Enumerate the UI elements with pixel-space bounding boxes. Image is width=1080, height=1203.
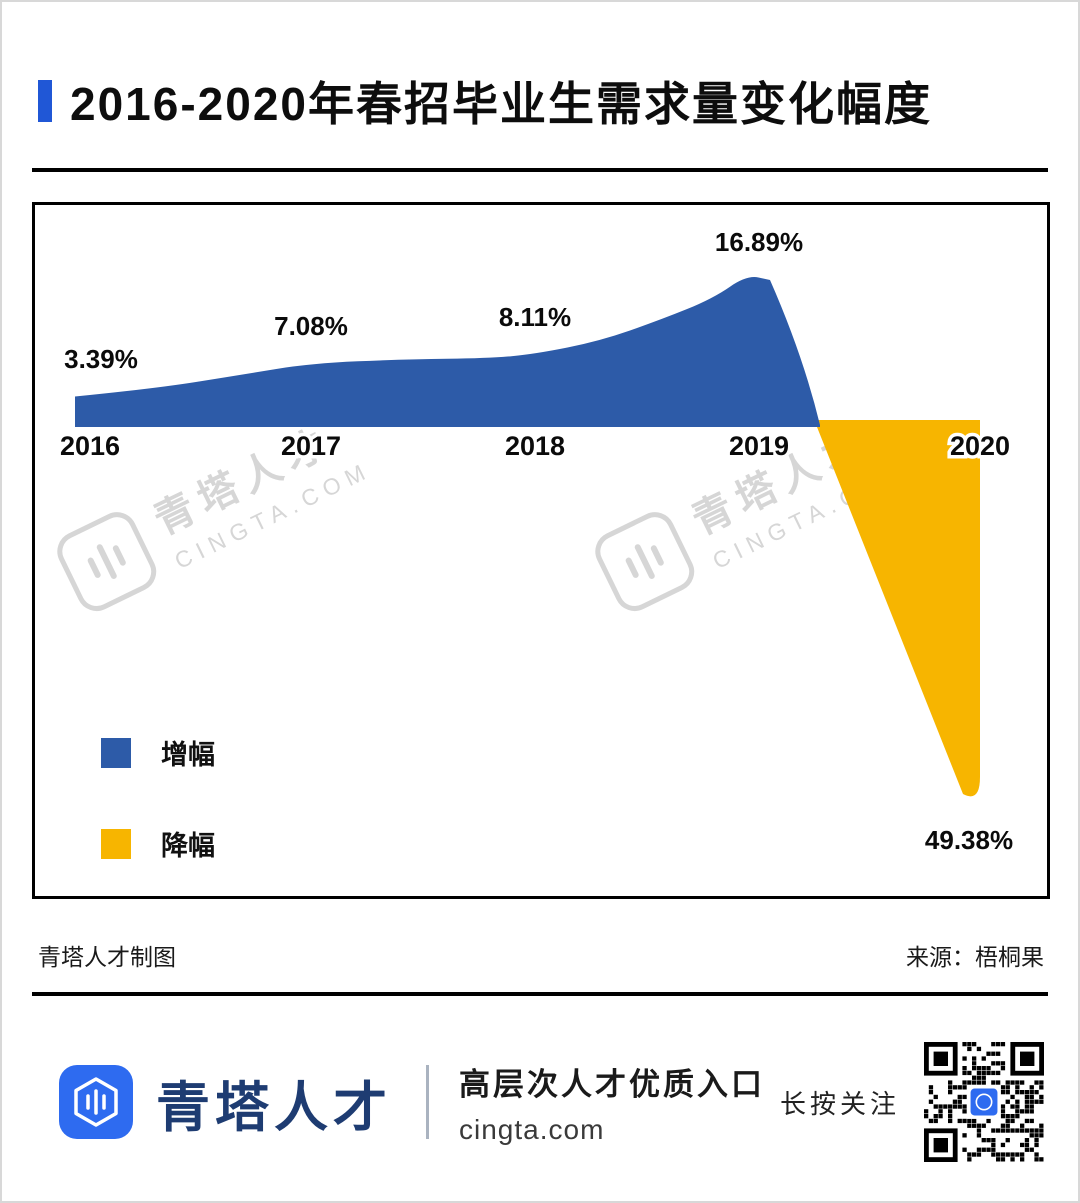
data-label: 8.11%: [499, 302, 571, 332]
chart-credit-text: 青塔人才制图: [38, 944, 176, 970]
legend-label-increase: 增幅: [161, 740, 215, 770]
follow-hint-text: 长按关注: [779, 1088, 900, 1119]
area-chart: 3.39% 7.08% 8.11% 16.89% 49.38% 2016 2017 2018 2…: [56, 227, 1013, 855]
footer-divider-line: [32, 992, 1048, 996]
axis-label: 2018: [505, 431, 565, 461]
branding-footer: 青塔人才 高层次人才优质入口 cingta.com 长按关注: [58, 1040, 1044, 1164]
decrease-area: [817, 420, 980, 797]
brand-tagline: 高层次人才优质入口: [459, 1066, 765, 1102]
axis-label: 2019: [729, 431, 789, 461]
brand-divider: [426, 1065, 429, 1139]
data-label: 16.89%: [715, 227, 803, 257]
chart-legend: 增幅 降幅: [101, 733, 215, 863]
legend-item-increase: 增幅: [101, 733, 215, 772]
increase-area: [75, 277, 820, 427]
title-accent-bar: [38, 80, 52, 122]
brand-logo-icon: [59, 1065, 133, 1139]
axis-label: 2017: [281, 431, 341, 461]
page-title: 2016-2020年春招毕业生需求量变化幅度: [70, 78, 932, 130]
header: 2016-2020年春招毕业生需求量变化幅度: [38, 68, 1048, 134]
legend-item-decrease: 降幅: [101, 824, 215, 863]
legend-label-decrease: 降幅: [161, 831, 215, 861]
legend-swatch-increase: [101, 737, 131, 768]
axis-label: 2016: [60, 431, 120, 461]
brand-name: 青塔人才: [156, 1077, 392, 1138]
brand-tag-column: 高层次人才优质入口 cingta.com: [459, 1059, 765, 1146]
brand-site-url: cingta.com: [459, 1113, 605, 1145]
axis-label: 2020: [950, 431, 1010, 461]
chart-source-text: 来源：梧桐果: [906, 944, 1044, 970]
legend-swatch-decrease: [101, 828, 131, 859]
chart-frame: 青塔人才 CINGTA.COM 青塔人才 CINGTA.COM 3.39% 7.0…: [32, 202, 1050, 899]
data-label: 7.08%: [274, 311, 348, 341]
data-label: 3.39%: [64, 344, 138, 374]
qr-code: [924, 1042, 1044, 1162]
header-divider-line: [32, 168, 1048, 172]
data-label: 49.38%: [925, 825, 1013, 855]
